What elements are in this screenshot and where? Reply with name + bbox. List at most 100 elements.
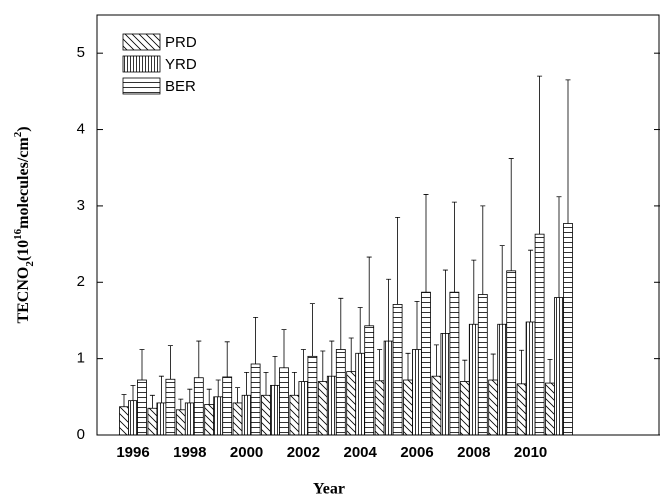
- y-label-part: 2: [12, 131, 24, 137]
- x-tick-label: 2002: [287, 444, 320, 461]
- bar: [222, 376, 233, 436]
- bar: [289, 394, 300, 436]
- bar: [137, 379, 147, 436]
- error-bar: [556, 196, 562, 298]
- error-bar: [167, 345, 173, 380]
- bar: [383, 340, 394, 436]
- error-bar: [405, 352, 411, 381]
- bar: [307, 355, 318, 436]
- error-bar: [395, 216, 401, 305]
- legend-label: BER: [165, 78, 196, 95]
- error-bar: [281, 329, 287, 368]
- bar: [232, 402, 243, 436]
- bar: [525, 321, 536, 436]
- bar: [403, 379, 413, 436]
- legend-label: YRD: [165, 56, 197, 73]
- bar: [488, 379, 499, 436]
- error-bar: [499, 245, 505, 325]
- error-bar: [309, 303, 315, 357]
- error-bar: [338, 297, 344, 350]
- error-bar: [423, 194, 429, 293]
- legend-swatch: [122, 33, 161, 51]
- bar: [412, 349, 422, 436]
- error-bar: [235, 387, 241, 403]
- error-bar: [178, 398, 184, 410]
- error-bar: [206, 388, 212, 405]
- bar: [346, 371, 357, 436]
- bar: [554, 297, 564, 436]
- error-bar: [320, 350, 326, 382]
- bar: [516, 383, 527, 436]
- bar: [261, 394, 271, 436]
- error-bar: [158, 375, 164, 403]
- error-bar: [490, 353, 496, 381]
- y-label-part: (10: [15, 240, 32, 261]
- legend-swatch: [122, 77, 161, 95]
- bar: [449, 291, 460, 436]
- error-bar: [291, 371, 297, 396]
- error-bar: [433, 344, 439, 377]
- y-label-part: TECNO: [15, 267, 32, 324]
- bar: [440, 333, 451, 436]
- y-tick-label: 4: [77, 121, 85, 138]
- error-bar: [130, 384, 136, 401]
- bar: [477, 294, 488, 436]
- error-bar: [149, 394, 155, 409]
- bar: [175, 409, 186, 436]
- error-bar: [139, 349, 145, 381]
- y-tick-label: 2: [77, 273, 85, 290]
- error-bar: [224, 341, 230, 377]
- legend-swatch: [122, 55, 161, 73]
- error-bar: [547, 359, 553, 384]
- y-label-part: ): [15, 126, 32, 131]
- error-bar: [215, 379, 221, 397]
- x-tick-label: 2004: [344, 444, 378, 461]
- bar: [147, 407, 158, 436]
- bar: [298, 381, 309, 436]
- error-bar: [471, 259, 477, 325]
- bar: [431, 375, 442, 436]
- bar: [317, 381, 328, 436]
- y-label-part: 2: [24, 261, 36, 267]
- bar: [364, 325, 375, 436]
- x-tick-label: 2000: [230, 444, 263, 461]
- error-bar: [508, 158, 514, 271]
- bar: [392, 304, 403, 436]
- error-bar: [272, 355, 278, 386]
- error-bar: [300, 349, 306, 382]
- bar: [506, 270, 517, 436]
- bar: [184, 402, 195, 436]
- bar: [335, 349, 346, 436]
- bar: [355, 352, 366, 436]
- bar: [193, 377, 204, 436]
- bar: [279, 367, 289, 436]
- error-bar: [329, 340, 335, 377]
- bar: [468, 323, 479, 436]
- error-bar: [414, 300, 420, 350]
- error-bar: [348, 337, 354, 372]
- error-bar: [451, 201, 457, 293]
- bar: [497, 323, 508, 436]
- error-bar: [244, 371, 250, 396]
- x-tick-label: 2008: [457, 444, 490, 461]
- x-tick-label: 1996: [116, 444, 149, 461]
- bar: [326, 375, 337, 436]
- error-bar: [263, 371, 269, 396]
- error-bar: [121, 394, 127, 407]
- plot-frame: [96, 14, 660, 436]
- error-bar: [253, 317, 259, 364]
- error-bar: [377, 349, 383, 381]
- bar: [119, 406, 129, 436]
- bar: [204, 404, 215, 436]
- bar: [156, 402, 167, 436]
- x-tick-label: 2006: [400, 444, 433, 461]
- y-tick-label: 0: [77, 426, 85, 443]
- bar: [534, 233, 545, 436]
- error-bar: [565, 79, 571, 224]
- bar: [241, 394, 252, 436]
- x-tick-label: 2010: [514, 444, 547, 461]
- error-bar: [442, 269, 448, 334]
- bar: [213, 396, 224, 436]
- y-tick-label: 5: [77, 44, 85, 61]
